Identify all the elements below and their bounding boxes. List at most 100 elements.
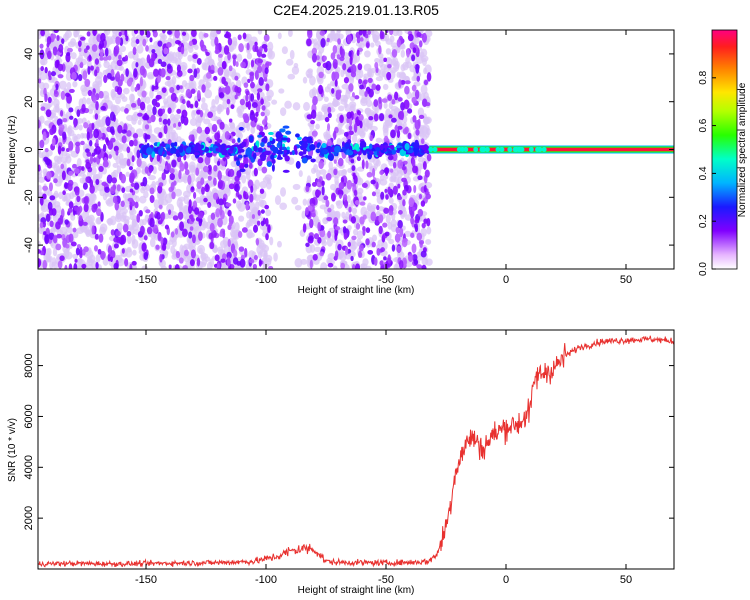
noise-point: [257, 58, 264, 64]
noise-point: [94, 145, 101, 155]
noise-point-light: [112, 162, 119, 168]
activity-point: [353, 143, 360, 151]
noise-point: [333, 217, 339, 226]
noise-point: [325, 173, 332, 181]
activity-point: [344, 143, 350, 148]
noise-point-light: [421, 257, 429, 266]
noise-point-light: [81, 87, 89, 97]
signal-knot: [499, 147, 505, 152]
noise-point: [410, 217, 415, 225]
noise-point: [221, 87, 227, 93]
noise-point-light: [38, 81, 45, 90]
noise-point: [402, 189, 407, 196]
noise-point-light: [309, 244, 316, 253]
activity-point: [215, 147, 219, 152]
signal-knot: [528, 147, 534, 152]
noise-point-light: [187, 54, 193, 62]
noise-point-light: [246, 122, 251, 132]
activity-point: [297, 136, 302, 141]
snr-x-tick-label: -100: [255, 574, 277, 586]
noise-point: [128, 139, 134, 147]
noise-point-light: [183, 243, 192, 250]
noise-point: [415, 129, 420, 136]
noise-point: [55, 83, 59, 91]
noise-point: [68, 170, 74, 176]
noise-point: [265, 217, 269, 227]
activity-point: [238, 126, 244, 131]
noise-point: [351, 165, 356, 172]
noise-point: [250, 185, 254, 193]
noise-point: [126, 230, 132, 237]
noise-point: [327, 112, 332, 118]
noise-point-light: [320, 262, 328, 269]
snr-x-tick-label: 50: [620, 574, 632, 586]
noise-point-light: [92, 174, 100, 181]
noise-point: [197, 211, 204, 219]
noise-point: [309, 259, 313, 269]
noise-point: [327, 262, 334, 268]
noise-point: [75, 247, 80, 256]
noise-point: [232, 198, 237, 204]
noise-point-light: [201, 97, 206, 103]
noise-point: [327, 123, 331, 132]
signal-knot: [473, 147, 479, 152]
noise-point-light: [301, 210, 306, 219]
noise-point: [66, 97, 72, 104]
noise-point-light: [328, 161, 334, 170]
noise-point: [379, 260, 384, 266]
noise-point-light: [257, 30, 263, 35]
noise-point: [237, 34, 242, 41]
noise-point: [84, 78, 91, 88]
activity-point: [244, 163, 249, 168]
noise-point: [408, 197, 415, 208]
noise-point: [118, 54, 122, 60]
noise-point: [181, 31, 187, 36]
noise-point: [343, 76, 350, 84]
noise-point: [376, 204, 380, 211]
noise-point-light: [234, 221, 240, 232]
noise-point-light: [160, 199, 169, 206]
noise-point: [218, 198, 224, 206]
snr-x-ticks: -150 -100 -50 0 50: [135, 330, 632, 586]
noise-point-light: [148, 175, 157, 181]
activity-point: [362, 147, 366, 151]
noise-point: [74, 258, 78, 263]
noise-point: [166, 163, 171, 171]
noise-point: [139, 65, 146, 76]
noise-point: [98, 90, 104, 99]
noise-point-light: [205, 81, 212, 89]
noise-point: [75, 141, 81, 147]
noise-point-light: [396, 30, 403, 37]
noise-point: [98, 165, 104, 173]
noise-point: [385, 194, 389, 200]
activity-point: [303, 147, 307, 155]
noise-point: [243, 190, 247, 200]
noise-point-light: [316, 169, 321, 179]
noise-point: [313, 233, 320, 240]
noise-point: [226, 98, 231, 105]
noise-point: [158, 204, 163, 210]
noise-point: [130, 102, 137, 108]
noise-point: [400, 110, 405, 121]
noise-point-light: [373, 163, 379, 169]
noise-point-light: [315, 114, 322, 122]
activity-point: [221, 149, 229, 156]
noise-point: [374, 62, 379, 69]
noise-point: [145, 209, 151, 214]
noise-point: [265, 233, 269, 241]
noise-point-light: [51, 261, 60, 269]
noise-point: [97, 248, 102, 255]
activity-point: [169, 150, 176, 154]
noise-point: [156, 154, 161, 162]
activity-point: [379, 143, 384, 151]
noise-point: [44, 147, 49, 153]
activity-point: [375, 146, 381, 152]
noise-point: [156, 74, 161, 84]
noise-point: [389, 168, 394, 173]
noise-point: [158, 131, 163, 139]
noise-point: [337, 243, 342, 251]
noise-point-light: [405, 168, 413, 175]
noise-point: [210, 212, 216, 221]
noise-point: [224, 130, 230, 140]
activity-point: [369, 150, 374, 156]
